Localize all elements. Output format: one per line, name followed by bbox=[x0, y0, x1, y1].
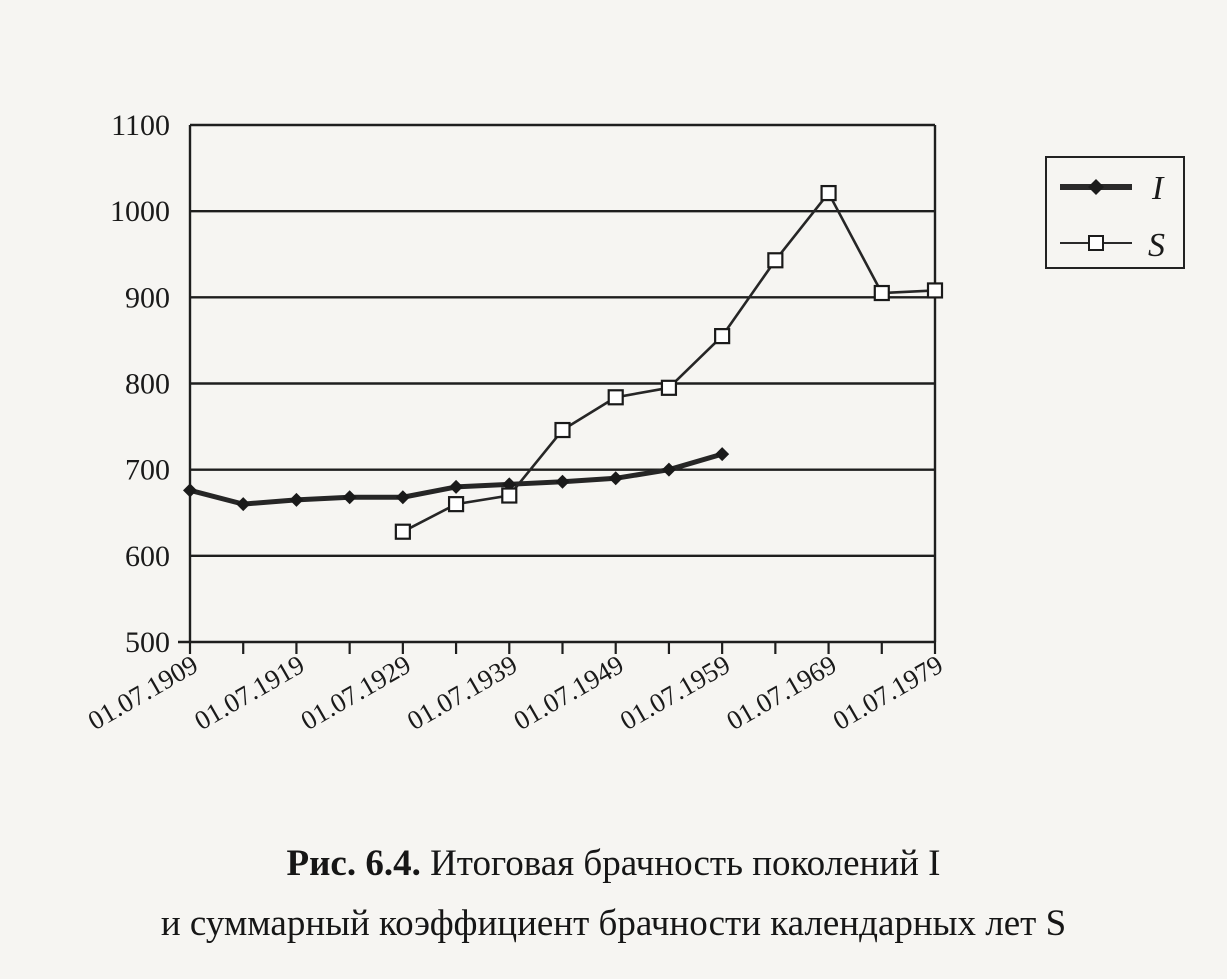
y-tick-label: 800 bbox=[125, 368, 170, 401]
point-S bbox=[554, 421, 571, 439]
x-tick-label: 01.07.1979 bbox=[828, 649, 948, 736]
caption-text-2: и суммарный коэффициент брачности календ… bbox=[160, 903, 1067, 944]
axes bbox=[178, 125, 937, 654]
point-S bbox=[820, 184, 837, 202]
x-tick-label: 01.07.1929 bbox=[296, 649, 416, 736]
legend-label-I: I bbox=[1151, 170, 1165, 207]
x-tick-label: 01.07.1909 bbox=[83, 649, 203, 736]
y-tick-labels: 1100 1000 900 800 700 600 500 bbox=[110, 109, 170, 659]
y-tick-label: 1000 bbox=[110, 195, 170, 228]
y-tick-label: 1100 bbox=[111, 109, 170, 142]
legend-marker-S bbox=[1088, 235, 1104, 251]
x-tick-label: 01.07.1959 bbox=[615, 649, 735, 736]
point-I bbox=[661, 462, 676, 477]
legend: I S bbox=[1045, 156, 1185, 269]
point-S bbox=[714, 328, 731, 345]
point-S bbox=[873, 284, 890, 302]
x-tick-label: 01.07.1919 bbox=[189, 649, 309, 736]
x-tick-labels: 01.07.190901.07.191901.07.192901.07.1939… bbox=[83, 649, 948, 736]
point-I bbox=[289, 492, 304, 507]
caption-text-1: Итоговая брачность поколений I bbox=[430, 843, 941, 884]
point-I bbox=[236, 497, 251, 512]
point-S bbox=[394, 523, 411, 540]
point-I bbox=[342, 490, 357, 505]
legend-box bbox=[1045, 156, 1185, 269]
gridlines bbox=[190, 123, 935, 558]
y-tick-label: 900 bbox=[125, 281, 170, 314]
point-I bbox=[449, 479, 464, 494]
point-S bbox=[501, 487, 518, 504]
point-S bbox=[607, 389, 624, 406]
y-tick-label: 600 bbox=[125, 540, 170, 573]
point-I bbox=[608, 471, 623, 486]
point-I bbox=[715, 447, 730, 462]
point-I bbox=[183, 483, 197, 498]
point-S bbox=[660, 379, 678, 396]
legend-label-S: S bbox=[1148, 227, 1165, 264]
x-tick-label: 01.07.1969 bbox=[721, 649, 841, 736]
x-tick-label: 01.07.1939 bbox=[402, 649, 522, 736]
y-tick-label: 700 bbox=[125, 454, 170, 487]
point-S bbox=[447, 496, 465, 513]
point-I bbox=[555, 474, 570, 489]
figure-label: Рис. 6.4. bbox=[286, 843, 421, 884]
figure-caption-line-1: Рис. 6.4. Итоговая брачность поколений I bbox=[0, 842, 1227, 885]
point-S bbox=[767, 252, 784, 269]
legend-marker-I bbox=[1088, 179, 1104, 195]
point-S bbox=[926, 282, 944, 299]
point-I bbox=[395, 490, 410, 505]
x-tick-label: 01.07.1949 bbox=[508, 649, 628, 736]
figure-caption-line-2: и суммарный коэффициент брачности календ… bbox=[0, 902, 1227, 945]
series-line-S bbox=[402, 191, 936, 533]
series-layer bbox=[183, 184, 944, 540]
y-tick-label: 500 bbox=[125, 626, 170, 659]
